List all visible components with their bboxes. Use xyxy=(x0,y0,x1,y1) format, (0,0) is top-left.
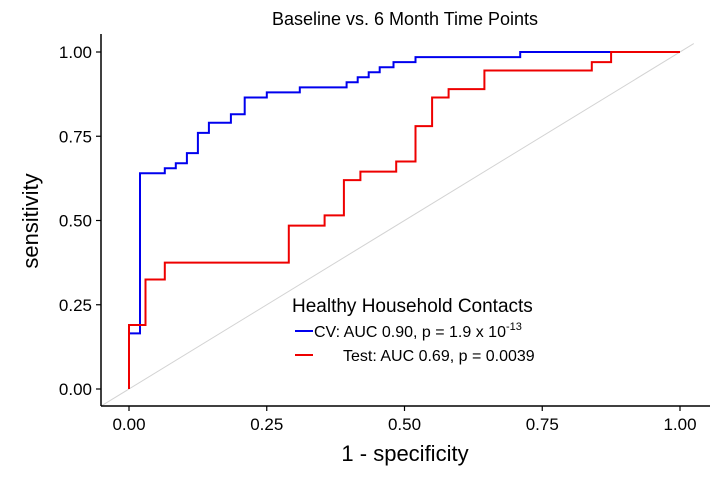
x-tick-label: 0.00 xyxy=(112,415,145,434)
y-axis-ticks: 0.00 0.25 0.50 0.75 1.00 xyxy=(59,43,101,399)
legend-label-test: Test: AUC 0.69, p = 0.0039 xyxy=(343,348,535,365)
x-tick-label: 0.75 xyxy=(526,415,559,434)
legend-label-cv: CV: AUC 0.90, p = 1.9 x 10-13 xyxy=(314,321,522,341)
y-tick-label: 0.50 xyxy=(59,212,92,231)
y-tick-label: 1.00 xyxy=(59,43,92,62)
x-tick-label: 1.00 xyxy=(663,415,696,434)
x-tick-label: 0.50 xyxy=(388,415,421,434)
x-axis-title: 1 - specificity xyxy=(341,441,468,466)
roc-curve-test xyxy=(128,51,680,389)
legend-label-cv-main: CV: AUC 0.90, p = 1.9 x 10 xyxy=(314,324,506,341)
series-layer xyxy=(128,51,680,389)
y-tick-label: 0.75 xyxy=(59,127,92,146)
plot-area xyxy=(101,43,695,407)
y-tick-label: 0.00 xyxy=(59,380,92,399)
y-axis-title: sensitivity xyxy=(18,173,43,268)
x-tick-label: 0.25 xyxy=(250,415,283,434)
legend: Healthy Household Contacts CV: AUC 0.90,… xyxy=(292,296,535,365)
chart-title: Baseline vs. 6 Month Time Points xyxy=(272,9,538,29)
legend-title: Healthy Household Contacts xyxy=(292,296,533,317)
roc-curve-cv xyxy=(128,51,680,389)
legend-label-cv-sup: -13 xyxy=(506,321,522,333)
y-tick-label: 0.25 xyxy=(59,296,92,315)
diagonal-reference-line xyxy=(101,43,695,407)
x-axis-ticks: 0.00 0.25 0.50 0.75 1.00 xyxy=(112,406,697,434)
